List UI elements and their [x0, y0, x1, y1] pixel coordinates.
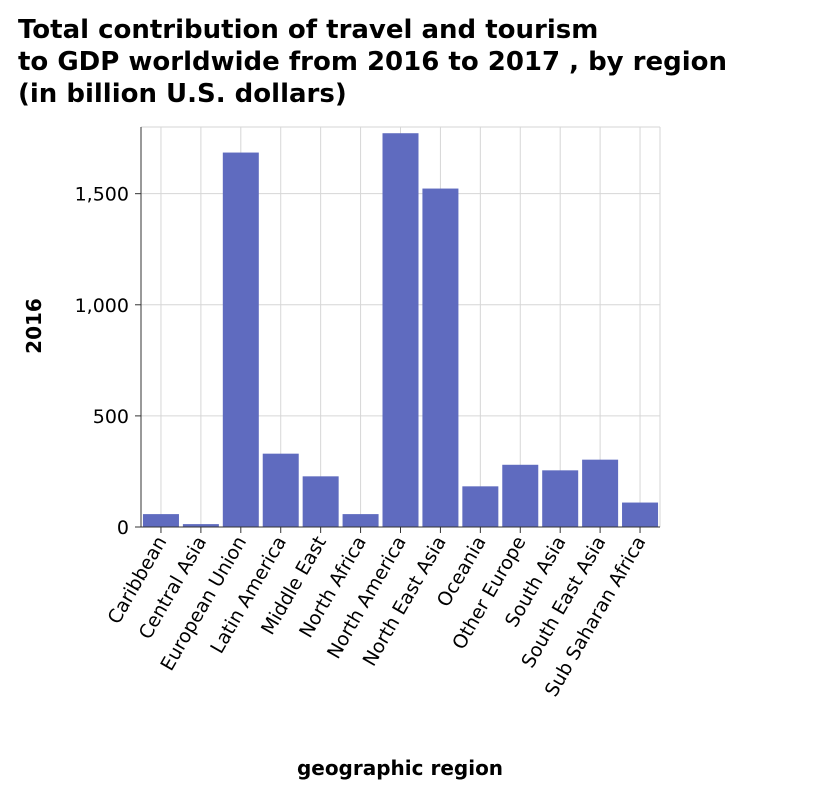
y-tick-label: 500	[93, 406, 129, 428]
y-axis-ticks: 0 500 1,000 1,500	[75, 184, 141, 539]
chart-title-line-3: (in billion U.S. dollars)	[18, 79, 347, 109]
bar-south-east-asia	[582, 459, 619, 527]
chart-title: Total contribution of travel and tourism…	[18, 14, 808, 110]
bar-middle-east	[302, 476, 339, 527]
chart-title-line-2: to GDP worldwide from 2016 to 2017 , by …	[18, 47, 728, 77]
bar-european-union	[222, 152, 259, 528]
bars	[142, 133, 659, 528]
bar-central-asia	[182, 524, 219, 527]
bar-north-america	[382, 133, 419, 527]
bar-caribbean	[142, 514, 179, 527]
y-tick-label: 0	[117, 517, 129, 539]
y-tick-label: 1,000	[75, 295, 129, 317]
bar-north-east-asia	[422, 188, 459, 528]
y-tick-label: 1,500	[75, 184, 129, 206]
bar-north-africa	[342, 514, 379, 527]
bar-south-asia	[542, 470, 579, 527]
y-axis-label: 2016	[22, 298, 46, 354]
bar-latin-america	[262, 453, 299, 527]
x-axis-label: geographic region	[297, 756, 503, 780]
bar-other-europe	[502, 464, 539, 527]
chart-title-line-1: Total contribution of travel and tourism	[18, 15, 599, 45]
bar-oceania	[462, 486, 499, 527]
bar-sub-saharan-africa	[622, 502, 659, 527]
